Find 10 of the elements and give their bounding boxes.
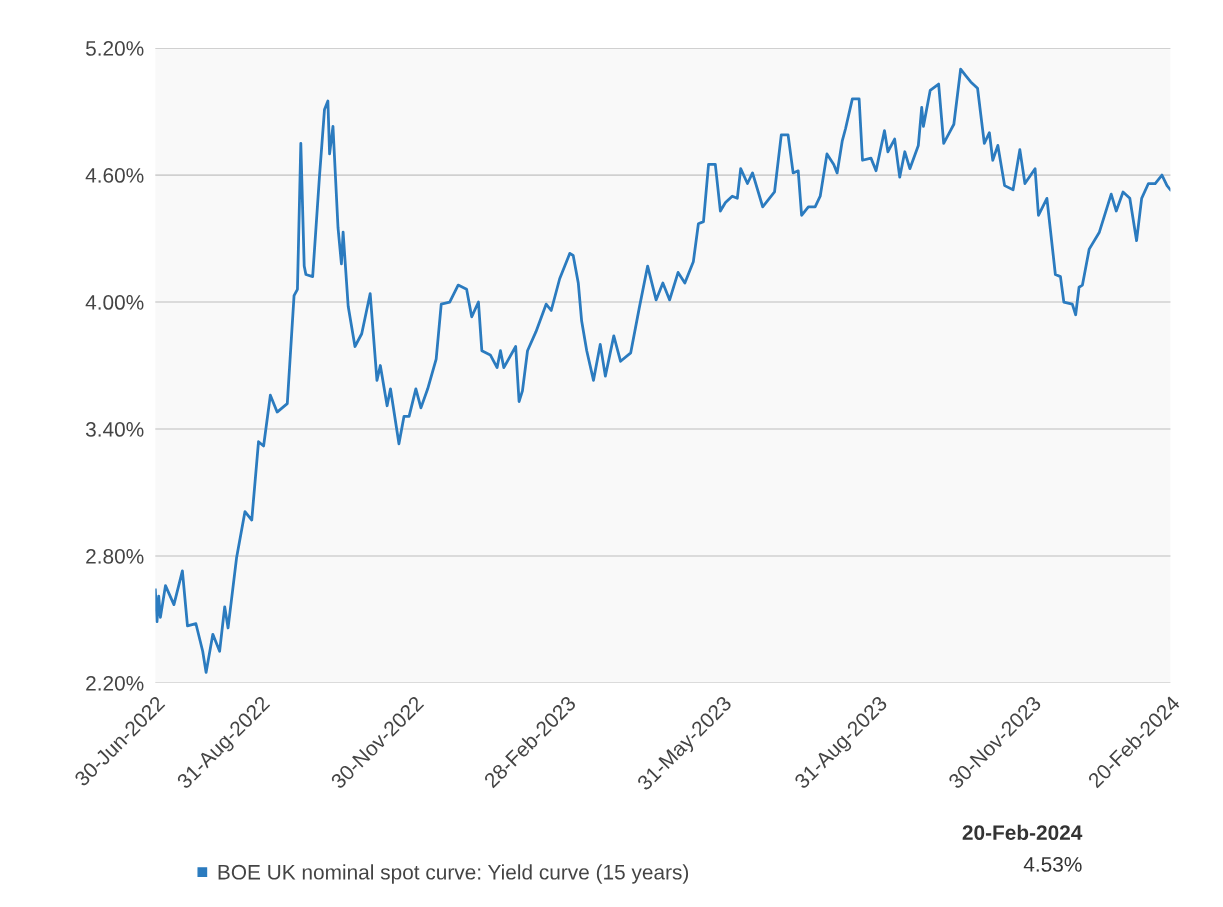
y-tick-label: 5.20% (85, 41, 144, 56)
text: 4.53% (1023, 857, 1082, 872)
y-tick-label: 2.20% (86, 675, 144, 691)
y-tick-label: 4.60% (85, 168, 144, 183)
legend-label: BOE UK nominal spot curve: Yield curve (15 years) (218, 864, 689, 884)
text: 20-Feb-2024 (962, 824, 1083, 841)
y-tick-label: 3.40% (85, 422, 144, 437)
y-tick-label: 4.00% (85, 295, 144, 310)
line-series (155, 67, 1171, 674)
y-tick-label: 2.80% (86, 548, 144, 564)
